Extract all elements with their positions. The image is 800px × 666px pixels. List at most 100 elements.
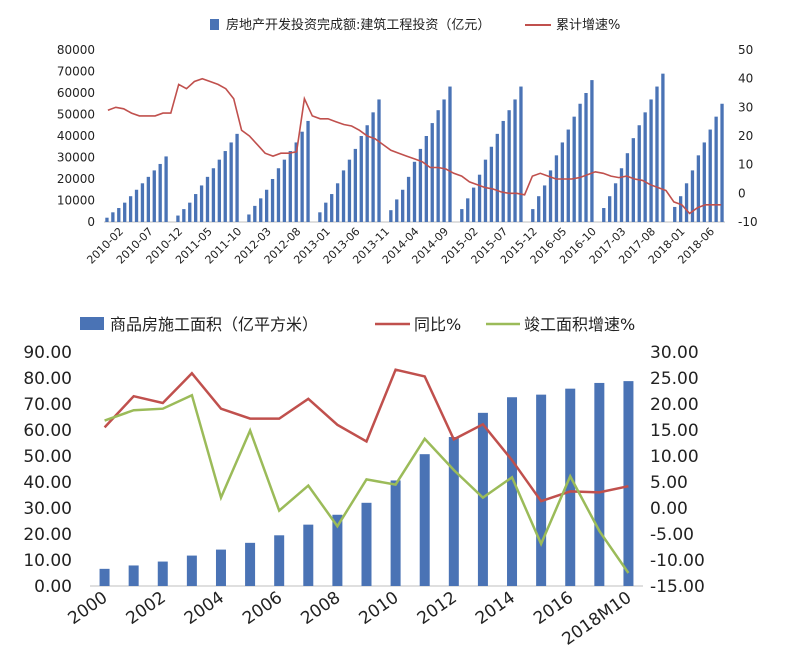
top-bar [714, 116, 718, 222]
top-left-tick-label: 60000 [57, 86, 95, 100]
top-bar [424, 136, 428, 222]
top-bar [347, 159, 352, 222]
bottom-right-tick-label: 15.00 [650, 421, 699, 441]
top-left-tick-label: 20000 [57, 172, 95, 186]
bottom-bar [448, 437, 459, 586]
top-growth-line [107, 77, 722, 215]
top-bar [401, 189, 405, 222]
top-bar [194, 194, 198, 222]
top-bar [205, 176, 210, 222]
top-bar [146, 176, 151, 222]
top-bar [211, 168, 216, 222]
top-legend-line-label: 累计增速% [556, 18, 620, 33]
bottom-left-tick-label: 80.00 [23, 369, 72, 389]
top-bar [335, 183, 340, 222]
bottom-bar [361, 502, 372, 586]
top-bar [673, 206, 677, 222]
top-bar [128, 196, 133, 222]
top-bar [253, 205, 257, 222]
top-bar [696, 155, 701, 222]
top-right-tick-label: 0 [738, 186, 746, 200]
bottom-bar [536, 394, 547, 586]
top-bar [489, 146, 494, 222]
bottom-bar [477, 412, 488, 586]
bottom-left-tick-label: 90.00 [23, 343, 72, 363]
top-left-tick-label: 0 [87, 215, 95, 229]
top-bar [217, 159, 221, 222]
top-bar [442, 99, 446, 222]
bottom-right-tick-label: -10.00 [650, 551, 705, 571]
bottom-right-tick-label: 5.00 [650, 473, 688, 493]
top-bar [661, 73, 665, 223]
top-right-tick-label: -10 [738, 215, 758, 229]
top-bar [264, 189, 269, 222]
top-bar [531, 209, 535, 222]
top-bar [602, 208, 606, 222]
top-bar [678, 196, 683, 222]
bottom-right-tick-label: -15.00 [650, 577, 705, 597]
top-bar [223, 151, 227, 222]
top-bar [270, 179, 275, 222]
top-bar [643, 112, 647, 222]
top-right-tick-label: 30 [738, 100, 753, 114]
top-bar [282, 159, 287, 222]
top-bar [377, 99, 381, 222]
bottom-legend-bar-swatch [80, 317, 104, 330]
bottom-bar [332, 514, 343, 586]
top-bars [105, 73, 724, 223]
bottom-chart: 商品房施工面积（亿平方米） 同比% 竣工面积增速% 0.00 10.00 20.00… [23, 315, 704, 650]
bottom-left-tick-label: 60.00 [23, 421, 72, 441]
top-bar [294, 142, 298, 222]
top-bar [572, 116, 576, 222]
top-bar [359, 136, 363, 222]
top-bar [537, 196, 541, 222]
top-bar [578, 103, 582, 222]
top-left-axis: 0 10000 20000 30000 40000 50000 60000 70000 8000… [57, 43, 95, 229]
top-bar [259, 198, 263, 222]
top-bar [389, 210, 393, 222]
bottom-bar [99, 568, 110, 586]
top-bar [619, 168, 624, 222]
bottom-right-tick-label: 20.00 [650, 395, 699, 415]
top-left-tick-label: 70000 [57, 65, 95, 79]
bottom-left-tick-label: 70.00 [23, 395, 72, 415]
top-bar [501, 120, 505, 222]
top-bar [105, 217, 109, 222]
bottom-bar [594, 382, 605, 586]
top-bar [188, 202, 192, 222]
bottom-bar [623, 381, 634, 586]
bottom-legend-bar-label: 商品房施工面积（亿平方米） [110, 315, 318, 334]
top-bar [702, 142, 706, 222]
bottom-left-tick-label: 40.00 [23, 473, 72, 493]
top-bar [430, 123, 434, 222]
bottom-x-tick-label: 2008 [297, 588, 344, 629]
bottom-right-tick-label: 25.00 [650, 369, 699, 389]
bottom-right-axis: -15.00 -10.00 -5.00 0.00 5.00 10.00 15.00 20.00… [650, 343, 705, 597]
bottom-bar [303, 524, 314, 586]
bottom-x-tick-label: 2006 [239, 588, 286, 629]
top-bar [466, 198, 470, 222]
top-legend-bar-label: 房地产开发投资完成额:建筑工程投资（亿元） [226, 17, 490, 33]
bottom-left-tick-label: 30.00 [23, 499, 72, 519]
top-bar [554, 155, 559, 222]
top-bar [507, 110, 511, 222]
top-bar [460, 209, 464, 222]
top-bar [655, 86, 659, 222]
top-bar [371, 112, 375, 222]
bottom-bar [419, 454, 430, 586]
top-bar [708, 129, 712, 222]
bottom-bar [157, 561, 168, 586]
top-bar [395, 199, 399, 222]
top-bar [152, 170, 156, 222]
top-bar [566, 129, 570, 222]
top-bar [176, 215, 180, 222]
top-bar [631, 138, 635, 222]
bottom-x-tick-label: 2002 [123, 588, 170, 629]
top-bar [365, 125, 369, 222]
top-bar [353, 148, 358, 222]
top-bar [548, 170, 553, 222]
bottom-right-tick-label: -5.00 [650, 525, 694, 545]
top-right-tick-label: 10 [738, 158, 753, 172]
top-bar [412, 161, 417, 222]
